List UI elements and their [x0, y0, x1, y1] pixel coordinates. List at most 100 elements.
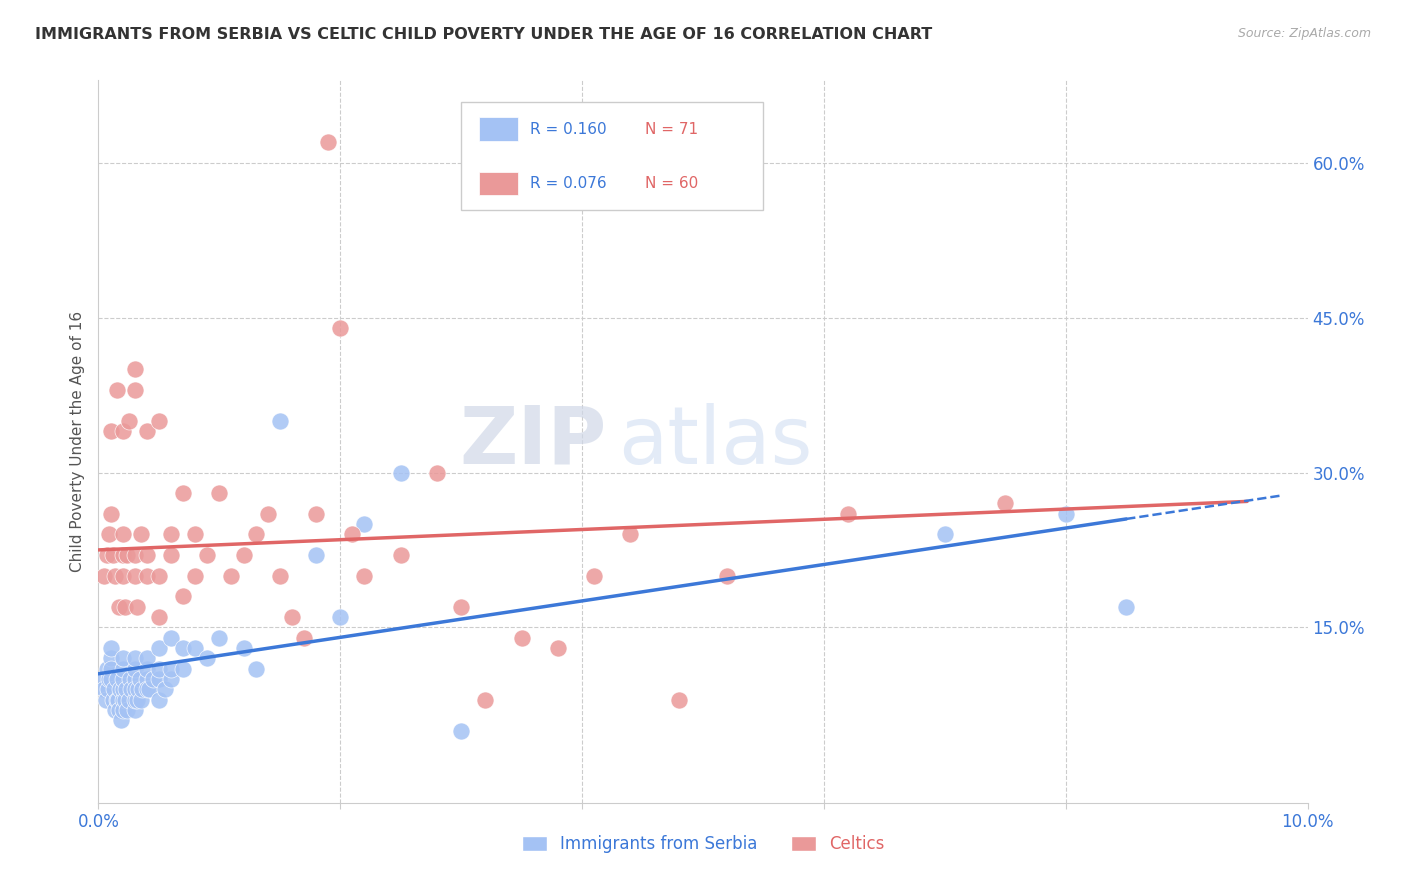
- Point: [118, 672, 141, 686]
- Point: [111, 662, 134, 676]
- Point: [124, 692, 146, 706]
- Point: [474, 692, 496, 706]
- Point: [837, 507, 859, 521]
- Point: [94, 692, 117, 706]
- Point: [135, 424, 157, 438]
- Point: [104, 703, 127, 717]
- Point: [148, 568, 170, 582]
- Point: [184, 640, 207, 655]
- Legend: Immigrants from Serbia, Celtics: Immigrants from Serbia, Celtics: [515, 828, 891, 860]
- Point: [135, 662, 157, 676]
- Point: [114, 599, 136, 614]
- Point: [450, 599, 472, 614]
- Point: [98, 527, 121, 541]
- FancyBboxPatch shape: [461, 102, 763, 211]
- Point: [100, 507, 122, 521]
- FancyBboxPatch shape: [479, 118, 517, 141]
- Point: [668, 692, 690, 706]
- Point: [97, 682, 120, 697]
- Point: [117, 703, 139, 717]
- Point: [160, 631, 183, 645]
- Point: [124, 672, 146, 686]
- FancyBboxPatch shape: [479, 171, 517, 194]
- Point: [100, 640, 122, 655]
- Point: [934, 527, 956, 541]
- Point: [172, 662, 194, 676]
- Point: [124, 383, 146, 397]
- Point: [124, 548, 146, 562]
- Point: [245, 662, 267, 676]
- Point: [184, 568, 207, 582]
- Point: [100, 424, 122, 438]
- Point: [111, 682, 134, 697]
- Point: [160, 662, 183, 676]
- Point: [108, 682, 131, 697]
- Point: [1115, 599, 1137, 614]
- Point: [135, 651, 157, 665]
- Point: [547, 640, 569, 655]
- Point: [256, 507, 278, 521]
- Point: [128, 672, 150, 686]
- Point: [221, 568, 243, 582]
- Point: [108, 599, 131, 614]
- Point: [111, 568, 134, 582]
- Point: [389, 548, 412, 562]
- Point: [353, 568, 375, 582]
- Point: [93, 672, 115, 686]
- Point: [101, 548, 124, 562]
- Point: [118, 692, 141, 706]
- Point: [148, 414, 170, 428]
- Point: [208, 486, 231, 500]
- Point: [115, 682, 138, 697]
- Point: [135, 568, 157, 582]
- Point: [129, 692, 152, 706]
- Point: [98, 672, 121, 686]
- Point: [172, 486, 194, 500]
- Point: [107, 692, 129, 706]
- Point: [127, 682, 149, 697]
- Point: [127, 692, 149, 706]
- Point: [245, 527, 267, 541]
- Point: [148, 610, 170, 624]
- Point: [135, 682, 157, 697]
- Point: [93, 682, 115, 697]
- Point: [232, 640, 254, 655]
- Point: [195, 548, 218, 562]
- Point: [195, 651, 218, 665]
- Text: atlas: atlas: [619, 402, 813, 481]
- Point: [124, 651, 146, 665]
- Point: [148, 640, 170, 655]
- Text: Source: ZipAtlas.com: Source: ZipAtlas.com: [1237, 27, 1371, 40]
- Text: ZIP: ZIP: [458, 402, 606, 481]
- Point: [172, 640, 194, 655]
- Point: [93, 568, 115, 582]
- Point: [118, 414, 141, 428]
- Point: [305, 507, 328, 521]
- Text: R = 0.160: R = 0.160: [530, 121, 607, 136]
- Point: [96, 662, 118, 676]
- Point: [111, 651, 134, 665]
- Point: [101, 692, 124, 706]
- Point: [105, 383, 128, 397]
- Point: [160, 548, 183, 562]
- Point: [138, 682, 160, 697]
- Point: [172, 590, 194, 604]
- Point: [342, 527, 364, 541]
- Point: [1054, 507, 1077, 521]
- Point: [716, 568, 738, 582]
- Point: [124, 682, 146, 697]
- Point: [100, 672, 122, 686]
- Point: [142, 672, 165, 686]
- Point: [329, 321, 352, 335]
- Point: [316, 135, 339, 149]
- Point: [426, 466, 449, 480]
- Point: [135, 672, 157, 686]
- Point: [105, 692, 128, 706]
- Point: [111, 424, 134, 438]
- Text: IMMIGRANTS FROM SERBIA VS CELTIC CHILD POVERTY UNDER THE AGE OF 16 CORRELATION C: IMMIGRANTS FROM SERBIA VS CELTIC CHILD P…: [35, 27, 932, 42]
- Point: [329, 610, 352, 624]
- Point: [148, 662, 170, 676]
- Point: [281, 610, 304, 624]
- Point: [305, 548, 328, 562]
- Text: N = 60: N = 60: [645, 176, 699, 191]
